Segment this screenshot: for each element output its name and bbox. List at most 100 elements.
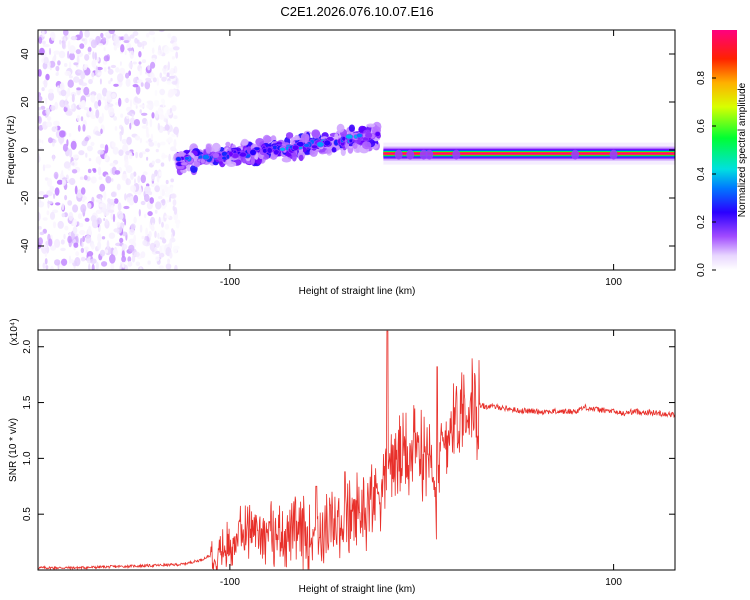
noise-blob (38, 95, 43, 102)
noise-blob (75, 49, 81, 55)
noise-blob (63, 233, 66, 240)
noise-blob (96, 209, 101, 214)
noise-blob (63, 161, 71, 169)
noise-blob (79, 30, 83, 39)
noise-blob (55, 72, 59, 76)
noise-blob (61, 179, 67, 186)
noise-blob (38, 237, 43, 246)
noise-blob (141, 235, 145, 240)
noise-blob (119, 132, 123, 142)
noise-blob (160, 188, 162, 197)
noise-blob (82, 235, 85, 243)
noise-blob (169, 107, 172, 114)
noise-blob (81, 197, 85, 202)
echo-peak (374, 131, 381, 137)
noise-blob (83, 86, 90, 96)
noise-blob (98, 43, 104, 47)
noise-blob (47, 200, 54, 205)
noise-blob (114, 125, 118, 131)
noise-blob (38, 138, 42, 144)
noise-blob (69, 177, 76, 186)
echo-peak (239, 151, 247, 158)
noise-blob (120, 44, 125, 53)
noise-blob (87, 251, 94, 257)
noise-blob (156, 77, 160, 86)
noise-blob (151, 160, 155, 166)
noise-blob (146, 100, 153, 105)
noise-blob (89, 107, 92, 112)
noise-blob (133, 171, 137, 177)
noise-blob (41, 30, 45, 37)
noise-blob (158, 195, 163, 200)
noise-blob (146, 33, 150, 38)
noise-blob (50, 105, 56, 111)
noise-blob (172, 46, 180, 51)
echo-blob (298, 154, 304, 162)
noise-blob (38, 107, 42, 111)
echo-peak (291, 144, 300, 151)
noise-blob (83, 64, 88, 71)
noise-blob (149, 197, 154, 204)
noise-blob (148, 141, 155, 147)
noise-blob (52, 139, 57, 144)
carrier-blip (609, 149, 618, 160)
noise-blob (47, 92, 55, 101)
noise-blob (166, 80, 172, 85)
noise-blob (168, 153, 171, 162)
noise-blob (94, 130, 100, 136)
noise-blob (150, 61, 156, 69)
snr-y-scale: (x10⁴) (9, 318, 20, 345)
noise-blob (90, 114, 96, 120)
noise-blob (54, 187, 60, 196)
noise-blob (88, 225, 92, 235)
noise-blob (146, 156, 149, 161)
noise-blob (91, 59, 97, 68)
echo-peak (262, 147, 268, 154)
noise-blob (137, 42, 143, 48)
noise-blob (101, 37, 107, 42)
noise-blob (55, 202, 61, 206)
snr-y-tick-label: 1.5 (22, 395, 33, 409)
noise-blob (155, 110, 159, 119)
noise-blob (52, 154, 55, 162)
noise-blob (158, 216, 161, 225)
noise-blob (119, 81, 123, 86)
noise-blob (166, 72, 170, 77)
noise-blob (165, 263, 172, 270)
noise-blob (60, 247, 66, 252)
echo-blob (262, 134, 271, 144)
noise-blob (141, 59, 147, 64)
noise-blob (124, 264, 128, 270)
echo-blob (361, 141, 372, 150)
noise-blob (76, 114, 81, 122)
echo-blob (300, 133, 310, 143)
noise-blob (91, 72, 95, 78)
noise-blob (48, 88, 54, 94)
x-tick-label: 100 (605, 277, 622, 288)
noise-blob (140, 200, 146, 206)
spectrogram-x-label: Height of straight line (km) (299, 286, 416, 297)
noise-blob (88, 51, 91, 55)
noise-blob (146, 104, 151, 109)
noise-blob (171, 228, 174, 233)
colorbar-ticks: 0.0 0.2 0.4 0.6 0.8 (696, 71, 716, 277)
echo-blob (211, 142, 221, 153)
noise-blob (96, 66, 103, 71)
colorbar-gradient (712, 30, 737, 270)
noise-blob (144, 213, 147, 219)
noise-blob (114, 170, 121, 175)
noise-blob (124, 158, 129, 167)
noise-blob (38, 201, 45, 208)
noise-blob (110, 191, 117, 197)
noise-blob (113, 198, 119, 204)
noise-blob (43, 79, 48, 88)
noise-blob (133, 119, 140, 127)
noise-blob (46, 121, 52, 128)
noise-blob (127, 47, 134, 52)
echo-peak (323, 139, 331, 147)
noise-blob (71, 94, 75, 103)
noise-blob (54, 238, 61, 248)
noise-blob (90, 39, 97, 49)
noise-blob (167, 33, 172, 39)
echo-blob (352, 142, 358, 149)
